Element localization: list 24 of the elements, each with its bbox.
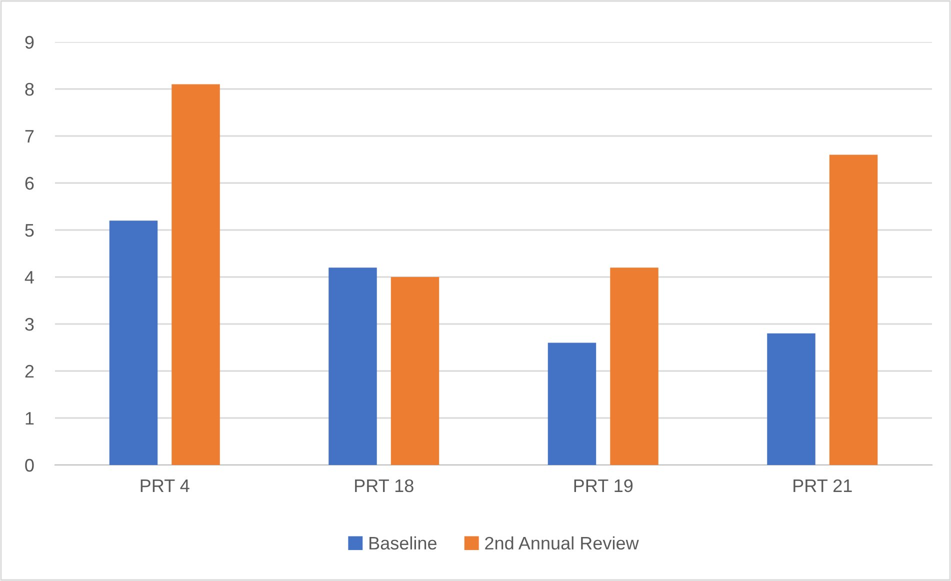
y-tick-label: 9 [25, 36, 34, 49]
y-tick-label: 4 [24, 271, 34, 284]
x-tick-label: PRT 4 [140, 480, 190, 492]
y-tick-label: 2 [25, 364, 34, 378]
bar [767, 333, 816, 465]
y-tick-label: 1 [26, 412, 34, 425]
legend-label: Baseline [370, 536, 436, 550]
y-tick-label: 0 [25, 458, 34, 472]
y-tick-label: 6 [25, 176, 34, 190]
y-tick-label: 5 [25, 224, 34, 237]
bar [328, 268, 377, 465]
y-tick-label: 8 [25, 82, 34, 96]
bar [390, 277, 440, 465]
legend-label: 2nd Annual Review [485, 536, 639, 550]
bar [109, 220, 158, 465]
bar [548, 342, 596, 465]
bar [610, 268, 658, 465]
bar [829, 154, 878, 465]
y-tick-label: 7 [25, 130, 34, 143]
x-tick-label: PRT 18 [355, 479, 414, 492]
x-tick-label: PRT 19 [574, 479, 633, 492]
bar [172, 84, 220, 465]
x-tick-label: PRT 21 [794, 479, 852, 492]
y-tick-label: 3 [25, 318, 34, 331]
